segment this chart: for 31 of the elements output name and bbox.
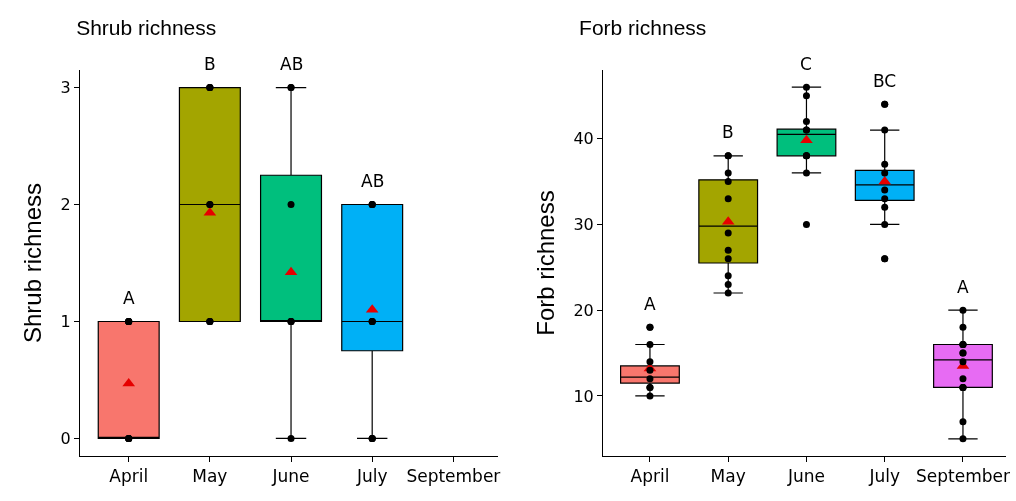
annotation: A xyxy=(123,288,135,308)
annotation: C xyxy=(800,54,812,74)
y-axis-title: Forb richness xyxy=(531,190,559,336)
y-tick-label: 20 xyxy=(573,300,594,320)
x-tick-label: September xyxy=(915,466,1010,487)
y-tick-label: 2 xyxy=(60,195,71,215)
x-tick-label: July xyxy=(355,466,388,487)
annotation: BC xyxy=(873,71,897,91)
x-tick-label: June xyxy=(786,466,825,487)
x-tick-label: July xyxy=(868,466,900,487)
x-tick-label: April xyxy=(630,466,670,487)
x-tick-label: April xyxy=(109,466,149,487)
chart-title: Shrub richness xyxy=(76,15,217,39)
y-tick-label: 1 xyxy=(60,312,71,332)
y-axis-title: Shrub richness xyxy=(18,182,46,344)
chart-title: Forb richness xyxy=(579,15,707,39)
annotation: A xyxy=(957,277,969,297)
annotation: A xyxy=(644,294,656,314)
x-tick-label: June xyxy=(271,466,310,487)
x-tick-label: September xyxy=(406,466,501,487)
y-tick-label: 30 xyxy=(573,215,594,234)
y-tick-label: 0 xyxy=(60,429,71,449)
x-tick-label: May xyxy=(710,466,746,487)
annotation: AB xyxy=(280,54,304,74)
y-tick-label: 40 xyxy=(573,129,594,149)
annotation: B xyxy=(722,122,734,142)
annotation: B xyxy=(204,54,216,74)
annotation: AB xyxy=(361,171,385,191)
x-tick-label: May xyxy=(192,466,228,487)
y-tick-label: 3 xyxy=(60,78,71,98)
y-tick-label: 10 xyxy=(573,386,594,406)
